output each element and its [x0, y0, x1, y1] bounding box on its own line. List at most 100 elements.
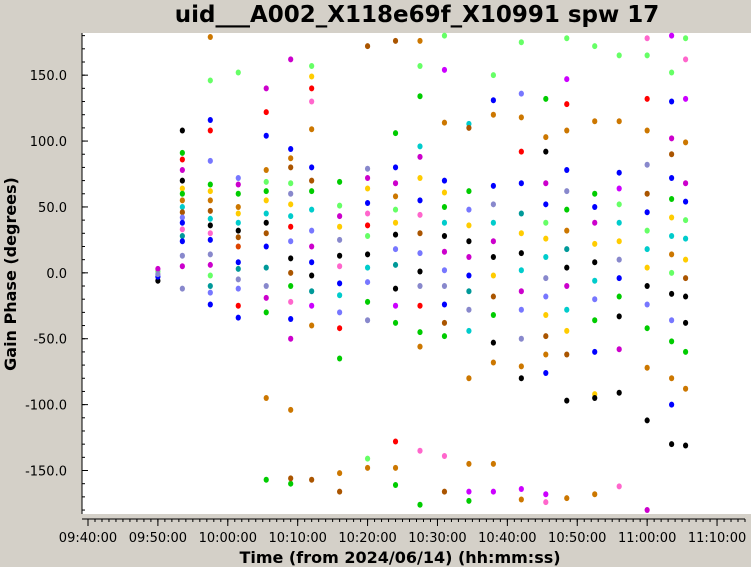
data-point — [490, 272, 496, 279]
data-point — [466, 188, 472, 195]
data-point — [466, 488, 472, 495]
data-point — [682, 95, 689, 102]
data-point — [179, 203, 185, 210]
data-point — [466, 206, 472, 213]
data-point — [392, 219, 399, 226]
data-point — [235, 227, 241, 234]
data-point — [263, 210, 269, 217]
data-point — [235, 219, 241, 226]
data-point — [309, 62, 315, 69]
data-point — [669, 317, 675, 324]
data-point — [441, 301, 448, 308]
data-point — [466, 288, 472, 295]
data-point — [490, 293, 496, 300]
data-point — [207, 33, 213, 40]
data-point — [179, 226, 185, 233]
data-point — [392, 246, 399, 253]
data-point — [669, 174, 675, 181]
data-point — [644, 35, 650, 42]
x-tick-label: 10:20:00 — [338, 531, 396, 546]
data-point — [441, 203, 448, 210]
data-point — [564, 351, 570, 358]
data-point — [263, 197, 269, 204]
data-point — [644, 301, 650, 308]
data-point — [543, 333, 549, 340]
data-point — [466, 375, 472, 382]
data-point — [682, 235, 689, 242]
data-point — [392, 285, 399, 292]
data-point — [207, 301, 213, 308]
data-point — [179, 197, 185, 204]
data-point — [179, 190, 185, 197]
data-point — [669, 135, 675, 142]
data-point — [179, 219, 185, 226]
data-point — [309, 126, 315, 133]
data-point — [364, 279, 371, 286]
data-point — [490, 339, 496, 346]
data-point — [235, 210, 241, 217]
data-point — [543, 293, 549, 300]
data-point — [564, 127, 570, 134]
data-point — [616, 483, 622, 490]
data-point — [263, 230, 269, 237]
data-point — [682, 139, 689, 146]
data-point — [644, 190, 650, 197]
data-point — [616, 238, 622, 245]
data-point — [235, 276, 241, 283]
data-point — [466, 272, 472, 279]
x-tick-label: 09:40:00 — [59, 531, 117, 546]
data-point — [518, 114, 524, 121]
data-point — [155, 265, 161, 272]
data-point — [441, 189, 448, 196]
data-point — [309, 73, 315, 80]
data-point — [564, 188, 570, 195]
data-point — [364, 455, 371, 462]
data-point — [364, 251, 371, 258]
data-point — [682, 293, 689, 300]
data-point — [644, 209, 650, 216]
data-point — [518, 250, 524, 257]
y-axis: 150.0 100.0 50.0 0.0 -50.0 -100.0 -150.0 — [25, 33, 88, 514]
data-point — [364, 210, 371, 217]
data-point — [543, 275, 549, 282]
data-point — [288, 283, 294, 290]
data-point — [592, 259, 598, 266]
data-point — [564, 35, 570, 42]
x-tick-label: 10:10:00 — [268, 531, 326, 546]
data-point — [543, 95, 549, 102]
data-point — [543, 219, 549, 226]
data-point — [644, 325, 650, 332]
data-point — [179, 252, 185, 259]
data-point — [263, 243, 269, 250]
data-point — [682, 442, 689, 449]
data-point — [543, 369, 549, 376]
data-point — [543, 254, 549, 261]
data-point — [288, 201, 294, 208]
data-point — [564, 283, 570, 290]
data-point — [309, 272, 315, 279]
data-point — [392, 482, 399, 489]
data-point — [417, 174, 423, 181]
data-point — [644, 161, 650, 168]
data-point — [288, 190, 294, 197]
data-point — [288, 180, 294, 187]
data-point — [682, 217, 689, 224]
data-point — [518, 148, 524, 155]
data-point — [592, 240, 598, 247]
data-point — [417, 153, 423, 160]
data-point — [543, 134, 549, 141]
data-point — [441, 333, 448, 340]
data-point — [441, 219, 448, 226]
data-point — [207, 222, 213, 229]
data-point — [179, 214, 185, 221]
data-point — [364, 232, 371, 239]
data-point — [309, 85, 315, 92]
data-point — [392, 302, 399, 309]
data-point — [179, 177, 185, 184]
data-point — [288, 213, 294, 220]
x-tick-label: 10:30:00 — [408, 531, 466, 546]
x-axis-label: Time (from 2024/06/14) (hh:mm:ss) — [239, 548, 560, 567]
data-point — [441, 319, 448, 326]
data-point — [490, 72, 496, 79]
data-point — [490, 488, 496, 495]
